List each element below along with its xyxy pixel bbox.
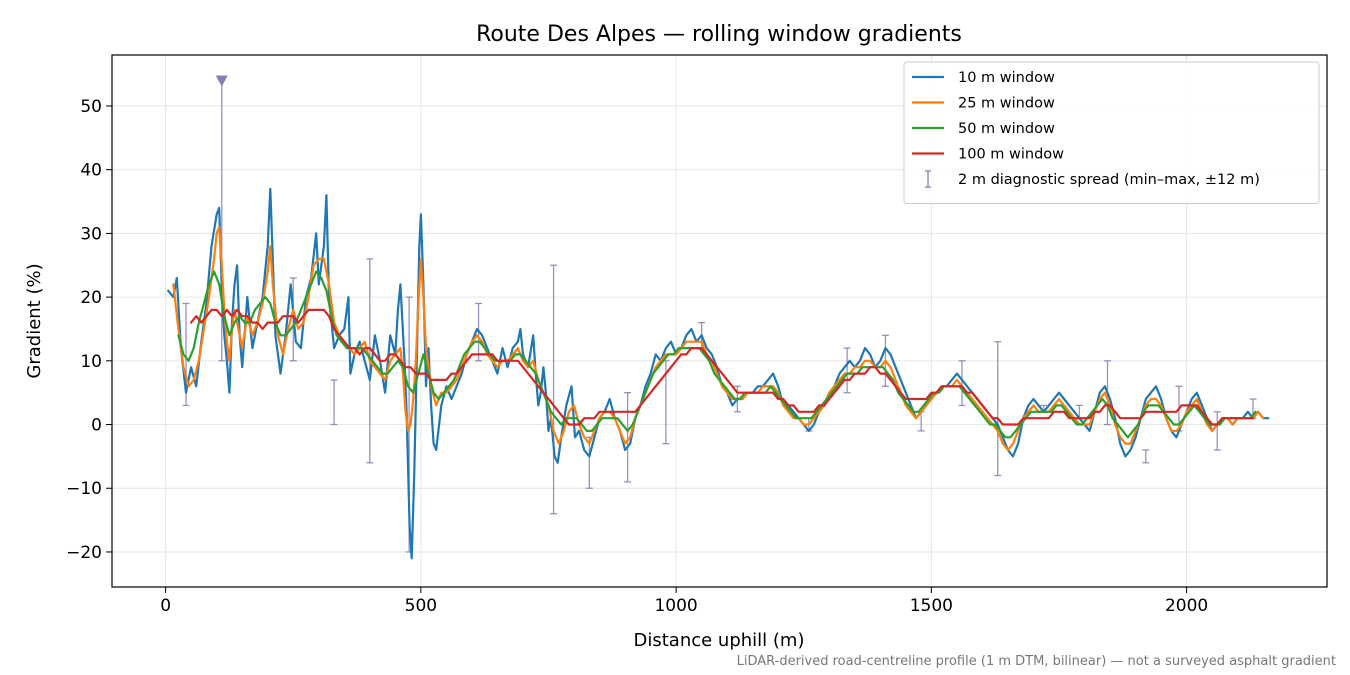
error-bar	[843, 347, 851, 394]
x-tick-label: 0	[160, 596, 171, 616]
legend-label: 10 m window	[958, 70, 1055, 86]
x-axis-label: Distance uphill (m)	[634, 630, 805, 651]
legend: 10 m window 25 m window 50 m window 100 m w…	[903, 61, 1320, 204]
legend-entry: 25 m window	[912, 96, 1055, 112]
x-tick-label: 1500	[910, 596, 953, 616]
y-tick-label: 30	[80, 224, 102, 244]
outlier-marker	[215, 75, 228, 87]
y-tick-label: 10	[80, 352, 102, 372]
legend-entry: 2 m diagnostic spread (min–max, ±12 m)	[925, 170, 1260, 188]
error-bar	[958, 360, 966, 407]
grid	[112, 55, 1327, 587]
error-bar	[550, 264, 558, 515]
y-axis-label: Gradient (%)	[24, 263, 45, 378]
legend-entry: 10 m window	[912, 70, 1055, 86]
axes-frame	[111, 54, 1328, 588]
chart-title: Route Des Alpes — rolling window gradien…	[476, 22, 962, 47]
series-line-2	[172, 225, 1265, 452]
error-bar	[994, 341, 1002, 477]
plot-area	[167, 75, 1270, 560]
legend-label: 50 m window	[958, 121, 1055, 137]
y-tick-label: 40	[80, 161, 102, 181]
ticks: 0 500 1000 1500 2000 −20 −10 0 10 20 30 40 50	[66, 97, 1208, 616]
y-tick-label: 50	[80, 97, 102, 117]
legend-box	[903, 61, 1320, 204]
x-tick-label: 2000	[1165, 596, 1208, 616]
legend-label: 2 m diagnostic spread (min–max, ±12 m)	[958, 172, 1260, 188]
footnote: LiDAR-derived road-centreline profile (1…	[737, 654, 1336, 669]
legend-label: 100 m window	[958, 147, 1064, 163]
y-tick-label: −10	[66, 479, 102, 499]
series-line-3	[177, 270, 1257, 439]
x-tick-label: 500	[405, 596, 437, 616]
y-tick-label: 0	[91, 416, 102, 436]
y-tick-label: −20	[66, 543, 102, 563]
legend-entry: 50 m window	[912, 121, 1055, 137]
legend-entry: 100 m window	[912, 147, 1064, 163]
y-tick-label: 20	[80, 288, 102, 308]
series-line-4	[190, 308, 1255, 426]
error-bar	[624, 392, 632, 483]
legend-label: 25 m window	[958, 96, 1055, 112]
x-tick-label: 1000	[654, 596, 697, 616]
error-bar	[330, 379, 338, 426]
error-bar	[1142, 449, 1150, 464]
error-bar	[1213, 411, 1221, 451]
